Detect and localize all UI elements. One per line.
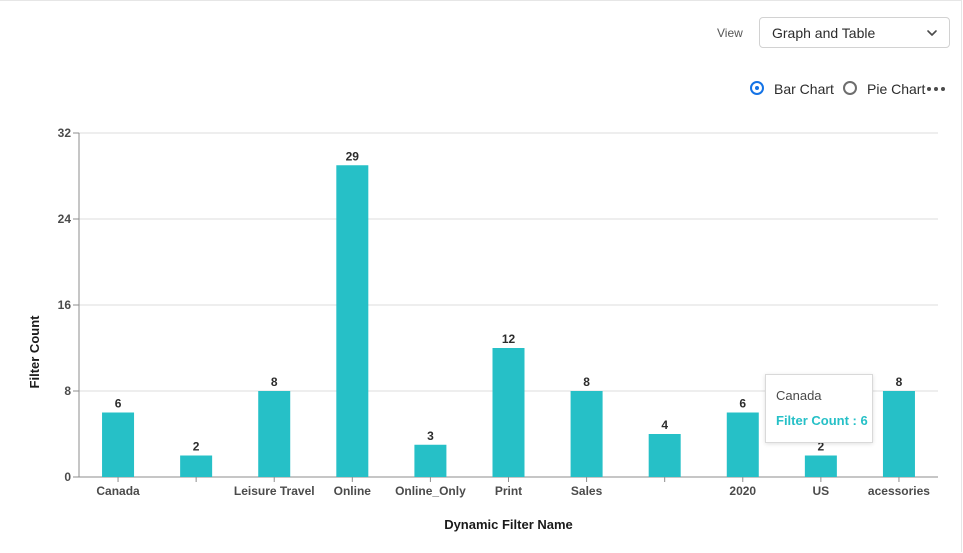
x-tick-label: Print (495, 484, 522, 498)
bar-chart-label: Bar Chart (774, 81, 834, 97)
data-label: 8 (896, 375, 903, 389)
bar (492, 348, 525, 477)
y-axis-title: Filter Count (27, 315, 42, 389)
view-select-value: Graph and Table (772, 25, 876, 41)
radio-selected-icon (750, 81, 764, 95)
data-label: 2 (193, 440, 200, 454)
x-tick-label: US (813, 484, 830, 498)
bar (336, 165, 369, 477)
x-tick-label: Online_Only (395, 484, 466, 498)
data-label: 29 (346, 149, 360, 163)
x-tick-label: acessories (868, 484, 930, 498)
bar (414, 444, 447, 477)
bar (258, 391, 291, 477)
pie-chart-label: Pie Chart (867, 81, 926, 97)
x-tick-label: Sales (571, 484, 603, 498)
bar (180, 455, 213, 477)
y-tick-label: 16 (58, 298, 72, 312)
data-label: 8 (271, 375, 278, 389)
x-axis-title: Dynamic Filter Name (444, 517, 573, 532)
data-label: 6 (115, 397, 122, 411)
data-label: 8 (583, 375, 590, 389)
chart-tooltip: Canada Filter Count : 6 (765, 374, 873, 443)
chevron-down-icon (927, 30, 937, 36)
data-label: 2 (818, 440, 825, 454)
bar (570, 391, 603, 477)
radio-unselected-icon (843, 81, 857, 95)
bar (726, 412, 759, 477)
tooltip-value: Filter Count : 6 (776, 413, 868, 428)
data-label: 12 (502, 332, 516, 346)
data-label: 6 (739, 397, 746, 411)
y-tick-label: 0 (64, 470, 71, 484)
tooltip-title: Canada (776, 388, 822, 403)
view-label: View (717, 26, 743, 40)
y-tick-label: 8 (64, 384, 71, 398)
bar (648, 434, 681, 477)
data-label: 4 (661, 418, 668, 432)
y-tick-label: 32 (58, 126, 72, 140)
bar (102, 412, 135, 477)
data-label: 3 (427, 429, 434, 443)
x-tick-label: Online (334, 484, 372, 498)
bar (804, 455, 837, 477)
y-tick-label: 24 (58, 212, 72, 226)
bar (882, 391, 915, 477)
x-tick-label: Leisure Travel (234, 484, 315, 498)
view-select[interactable]: Graph and Table (759, 17, 950, 48)
x-tick-label: 2020 (729, 484, 756, 498)
x-tick-label: Canada (96, 484, 140, 498)
more-horizontal-icon[interactable] (927, 87, 945, 93)
